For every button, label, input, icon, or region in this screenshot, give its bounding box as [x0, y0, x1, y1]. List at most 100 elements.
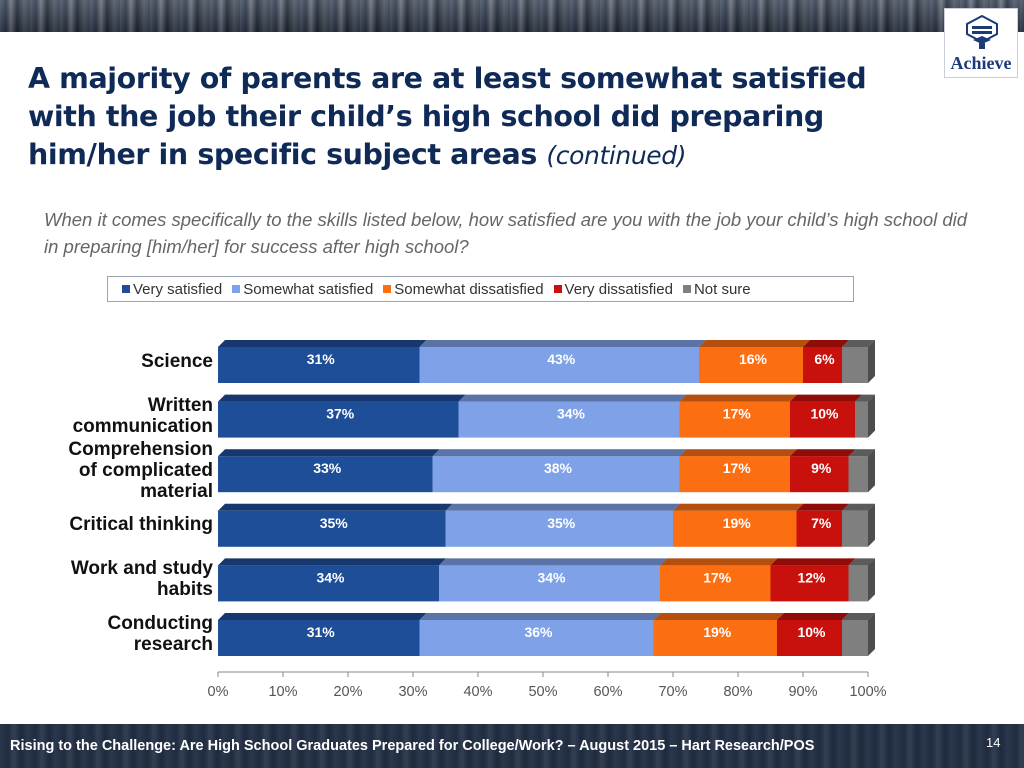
- bar-segment-top: [660, 558, 778, 566]
- graduation-cap-icon: [966, 15, 998, 49]
- data-label: 36%: [524, 624, 553, 640]
- bar-segment: [218, 401, 459, 438]
- footer-bar: Rising to the Challenge: Are High School…: [0, 724, 1024, 768]
- bar-segment: [660, 565, 771, 602]
- bar-segment-top: [803, 340, 849, 347]
- bar-segment: [790, 456, 849, 493]
- legend-label: Somewhat dissatisfied: [394, 280, 544, 298]
- bar-segment-top: [653, 613, 784, 620]
- x-tick-label: 0%: [208, 684, 229, 700]
- bar-segment-top: [439, 558, 667, 566]
- bar-segment-top: [419, 340, 706, 347]
- bar-segment-top: [445, 503, 680, 511]
- bar-segment-top: [699, 340, 810, 347]
- bar-segment: [218, 565, 439, 602]
- category-label: Written communication: [13, 395, 213, 437]
- bar-segment: [458, 401, 680, 438]
- title-suffix: (continued): [546, 141, 687, 170]
- bar-segment: [432, 456, 680, 493]
- bar-segment: [770, 565, 849, 602]
- x-tick-label: 10%: [268, 684, 297, 700]
- data-label: 19%: [703, 624, 732, 640]
- data-label: 34%: [557, 406, 586, 422]
- bar-segment: [218, 347, 420, 383]
- data-label: 43%: [547, 351, 576, 367]
- survey-question: When it comes specifically to the skills…: [44, 209, 968, 257]
- data-label: 9%: [811, 460, 832, 476]
- bar-side: [868, 613, 875, 656]
- stacked-bar-chart: 31% 43% 16% 6% 37% 34% 17% 10% 33% 38% 17% 9% 35% 35%…: [208, 340, 887, 700]
- legend-label: Very satisfied: [133, 280, 223, 298]
- legend-swatch: [122, 285, 130, 293]
- bar-segment-top: [218, 394, 466, 402]
- data-label: 19%: [723, 515, 752, 531]
- legend-swatch: [232, 285, 241, 293]
- achieve-logo: Achieve: [944, 8, 1018, 78]
- data-label: 35%: [320, 515, 349, 531]
- bar-segment-top: [770, 558, 856, 566]
- legend-item: Very dissatisfied: [553, 280, 673, 298]
- data-label: 10%: [797, 624, 826, 640]
- legend-label: Not sure: [693, 280, 751, 298]
- bar-segment-top: [796, 503, 849, 511]
- legend-swatch: [682, 285, 691, 293]
- data-label: 35%: [547, 515, 576, 531]
- bar-segment-top: [855, 394, 875, 402]
- bar-segment: [777, 620, 842, 656]
- category-label: Critical thinking: [13, 514, 213, 535]
- legend-item: Not sure: [682, 280, 751, 298]
- bar-segment: [679, 401, 790, 438]
- legend-item: Somewhat dissatisfied: [383, 280, 544, 298]
- bar-segment-top: [218, 449, 440, 457]
- bar-segment: [842, 510, 868, 547]
- category-label: Work and study habits: [13, 558, 213, 600]
- data-label: 10%: [810, 406, 839, 422]
- bar-segment-top: [218, 613, 427, 620]
- bar-segment: [439, 565, 660, 602]
- legend-label: Somewhat satisfied: [243, 280, 374, 298]
- category-label-line: Written: [147, 394, 213, 416]
- bar-segment: [218, 510, 446, 547]
- category-label-line: Work and study: [70, 558, 213, 580]
- category-label-line: Science: [141, 350, 213, 372]
- page-number: 14: [986, 735, 1001, 750]
- category-label-line: communication: [72, 415, 213, 437]
- header-banner-shade: [0, 0, 1024, 32]
- bar-segment: [218, 620, 420, 656]
- slide-title: A majority of parents are at least somew…: [28, 60, 928, 175]
- data-label: 38%: [544, 460, 573, 476]
- bar-side: [868, 449, 875, 493]
- data-label: 16%: [739, 351, 768, 367]
- bar-segment: [848, 565, 868, 602]
- bar-segment: [842, 347, 868, 383]
- bar-side: [868, 340, 875, 383]
- legend-label: Very dissatisfied: [564, 280, 673, 298]
- title-main: A majority of parents are at least somew…: [28, 62, 867, 171]
- bar-segment: [419, 347, 699, 383]
- bar-segment-top: [218, 340, 427, 347]
- bar-segment-top: [218, 558, 446, 566]
- category-label-line: of complicated: [78, 459, 213, 481]
- bar-segment: [653, 620, 777, 656]
- x-tick-label: 40%: [463, 684, 492, 700]
- x-tick-label: 20%: [333, 684, 362, 700]
- data-label: 31%: [307, 351, 336, 367]
- x-tick-label: 80%: [723, 684, 752, 700]
- data-label: 7%: [811, 515, 832, 531]
- bar-segment-top: [842, 340, 875, 347]
- x-tick-label: 100%: [849, 684, 886, 700]
- data-label: 17%: [723, 460, 752, 476]
- legend-item: Very satisfied: [122, 281, 222, 298]
- data-label: 31%: [307, 624, 336, 640]
- chart-legend: Very satisfied Somewhat satisfied Somewhat…: [107, 276, 854, 302]
- bar-segment: [445, 510, 673, 547]
- bar-side: [868, 503, 875, 547]
- data-label: 17%: [703, 569, 732, 585]
- bar-segment-top: [679, 449, 797, 457]
- bar-segment-top: [790, 449, 856, 457]
- legend-swatch: [383, 285, 392, 293]
- legend-swatch: [553, 285, 562, 293]
- bar-segment: [848, 456, 868, 493]
- category-label: Comprehension of complicated material: [13, 439, 213, 502]
- bar-segment: [790, 401, 855, 438]
